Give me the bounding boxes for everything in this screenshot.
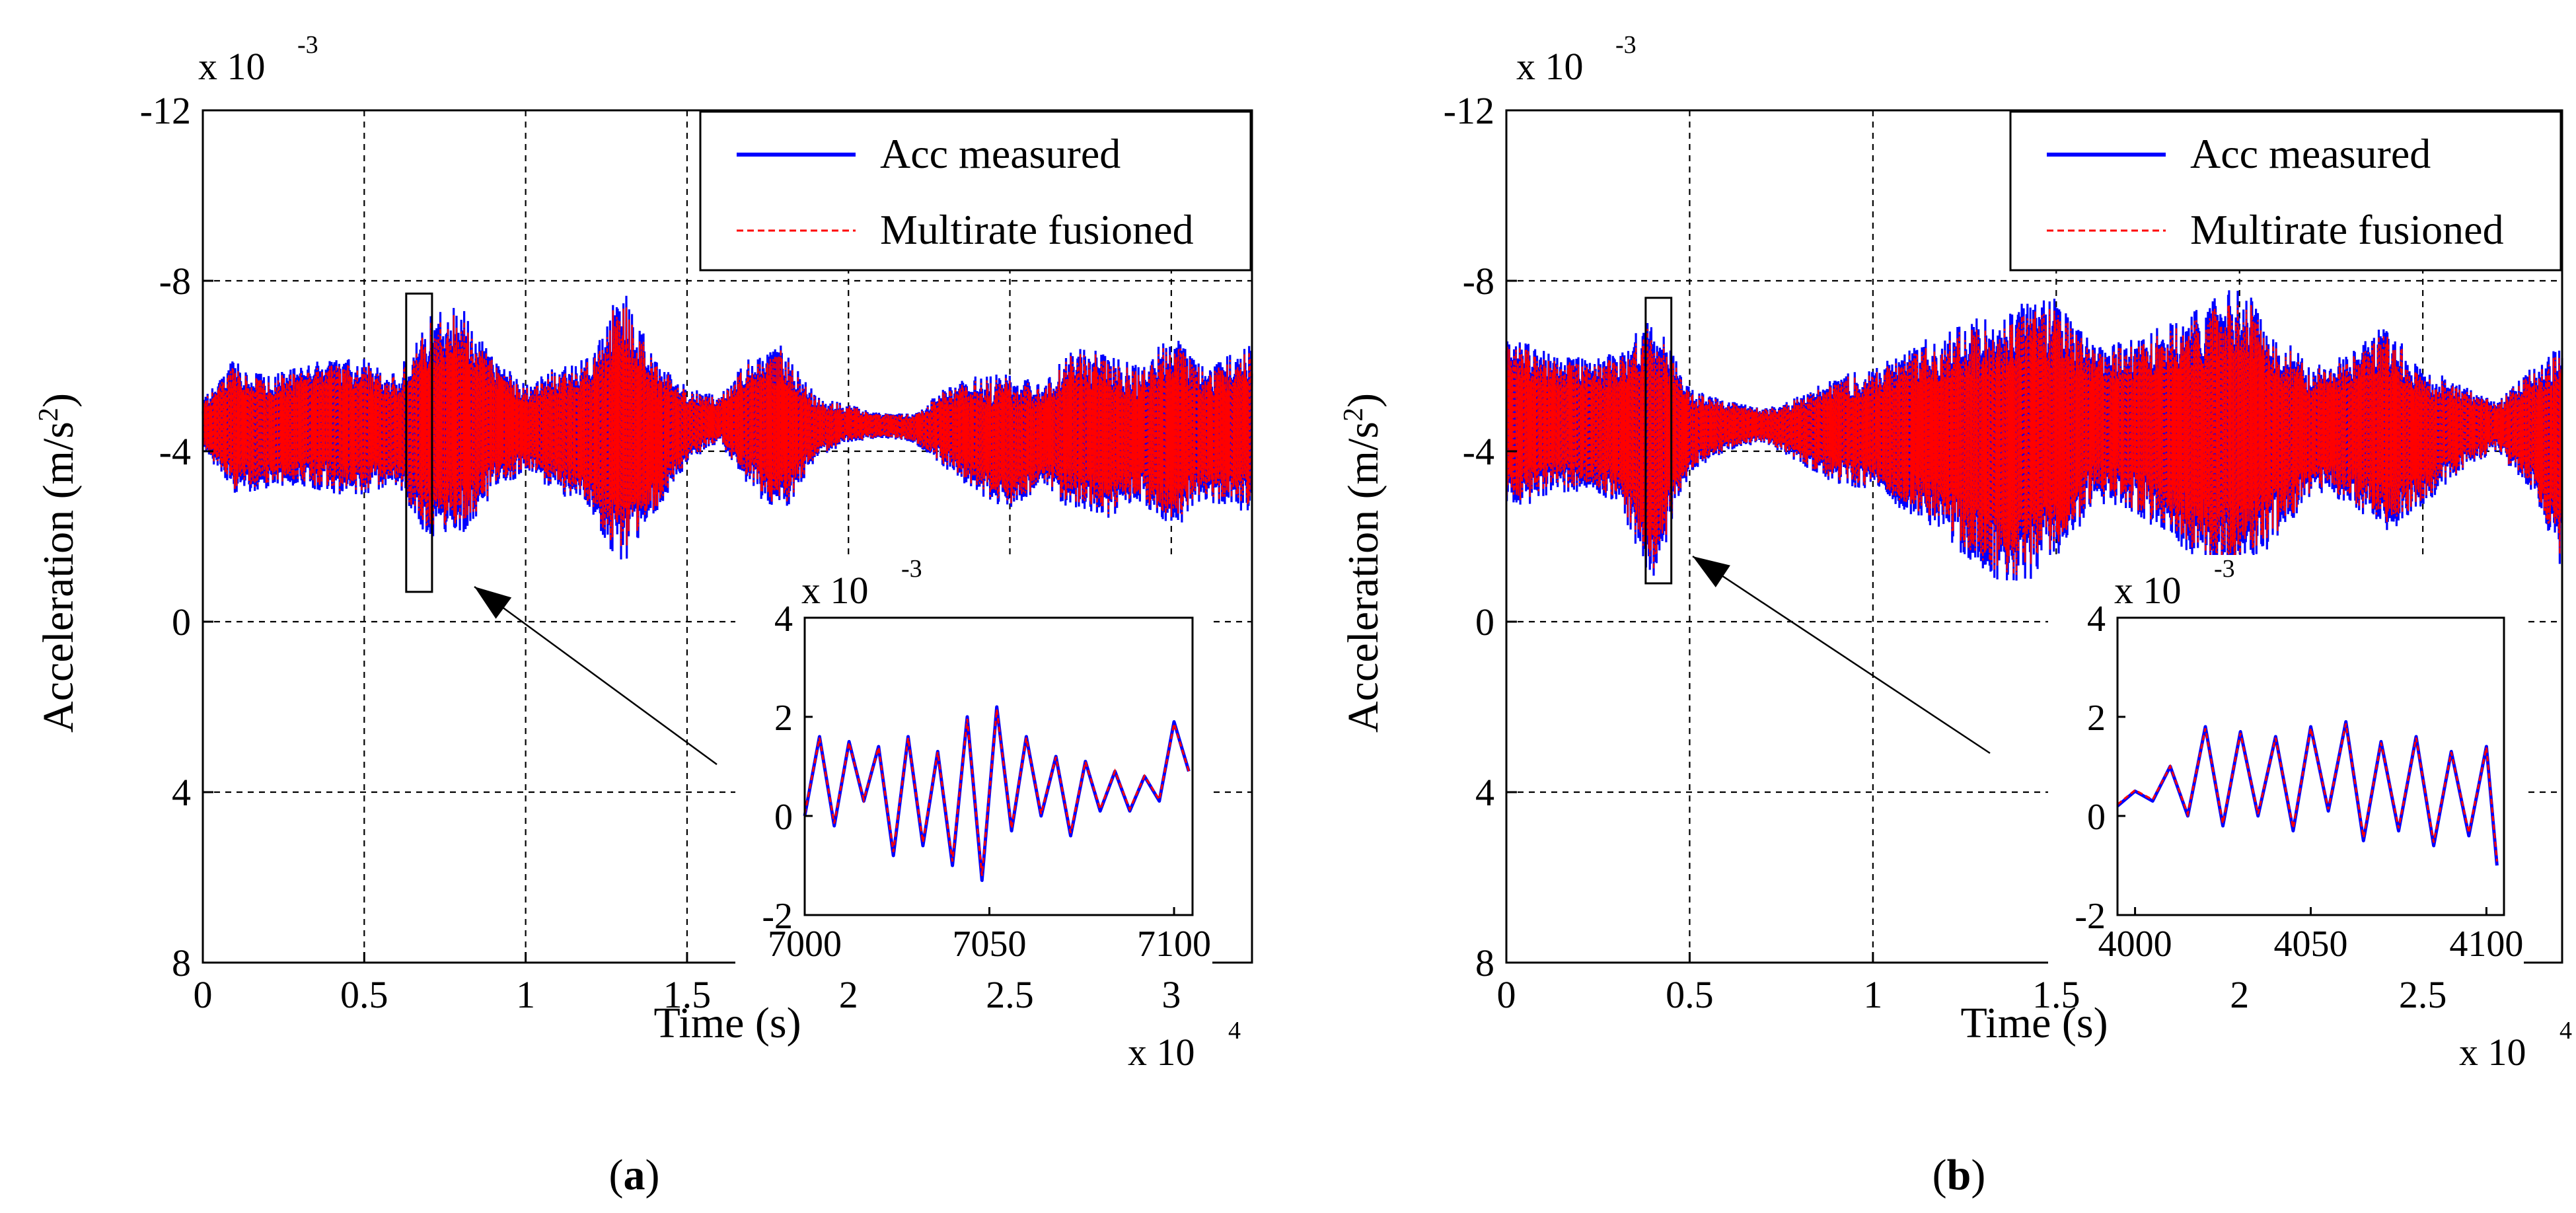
panel-label-close: ): [645, 1151, 660, 1199]
x-tick-label: 2: [839, 973, 858, 1016]
inset-x-tick-label: 7000: [768, 924, 842, 965]
inset-x-tick-label: 4050: [2274, 924, 2348, 965]
x-tick-label: 2.5: [986, 973, 1034, 1016]
y-axis-label-text: Acceleration (m/s: [1339, 422, 1387, 733]
y-tick-label: 0: [172, 601, 191, 643]
inset-background: [2048, 555, 2524, 968]
axes-frame: [202, 109, 1253, 964]
legend-label-fusioned: Multirate fusioned: [2190, 206, 2504, 253]
legend-label-fusioned: Multirate fusioned: [880, 206, 1194, 253]
panel-label: (b): [1932, 1151, 1986, 1199]
y-axis-label-text: Acceleration (m/s: [34, 422, 83, 733]
x-tick-label: 3: [1161, 973, 1181, 1016]
x-tick-label: 1.5: [663, 973, 712, 1016]
inset-exponent-label: x 10: [801, 569, 869, 612]
y-tick-label: 0: [1475, 601, 1494, 643]
y-tick-label: 8: [172, 941, 191, 984]
y-axis-label: Acceleration (m/s2): [1339, 393, 1387, 733]
y-exponent-power: -3: [297, 31, 318, 59]
inset-x-tick-label: 4000: [2098, 924, 2172, 965]
x-exponent-power: 4: [1228, 1017, 1241, 1045]
y-tick-label: -8: [159, 260, 191, 303]
y-axis-label: Acceleration (m/s2): [34, 393, 83, 733]
x-tick-label: 0: [194, 973, 213, 1016]
x-tick-label: 2.5: [2399, 973, 2447, 1016]
panel-label-letter: b: [1947, 1151, 1971, 1199]
y-tick-label: -12: [140, 89, 191, 132]
x-tick-label: 1: [1863, 973, 1882, 1016]
legend-box: [2009, 110, 2562, 272]
legend-box: [699, 110, 1252, 272]
inset-x-tick-label: 4100: [2449, 924, 2523, 965]
y-exponent-power: -3: [1615, 31, 1637, 59]
y-exponent-label: x 10: [1516, 45, 1584, 88]
legend-label-measured: Acc measured: [880, 130, 1121, 177]
x-tick-label: 1: [516, 973, 535, 1016]
series-multirate-fusioned: [202, 307, 1253, 546]
x-axis-label: Time (s): [653, 999, 801, 1047]
y-axis-label-close: ): [34, 393, 83, 408]
legend-label-measured: Acc measured: [2190, 130, 2431, 177]
zoom-arrow-line: [1692, 555, 1991, 754]
x-tick-label: 1.5: [2032, 973, 2080, 1016]
x-exponent-label: x 10: [2459, 1031, 2526, 1074]
y-tick-label: 8: [1475, 941, 1494, 984]
y-tick-label: -4: [1463, 430, 1494, 473]
panel-label-letter: a: [624, 1151, 645, 1199]
axes-frame: [1505, 109, 2563, 964]
inset-y-tick-label: 0: [774, 797, 793, 838]
y-exponent-label: x 10: [198, 45, 266, 88]
x-exponent-power: 4: [2559, 1017, 2572, 1045]
x-axis-label: Time (s): [1960, 999, 2108, 1047]
inset-y-tick-label: 2: [2087, 698, 2106, 739]
y-axis-label-close: ): [1339, 393, 1387, 408]
inset-y-tick-label: 2: [774, 698, 793, 739]
x-tick-label: 0: [1497, 973, 1516, 1016]
inset-frame: [803, 616, 1194, 916]
y-tick-label: 4: [1475, 771, 1494, 814]
zoom-arrow-line: [474, 585, 718, 766]
series-multirate-fusioned: [1505, 305, 2563, 575]
inset-x-tick-label: 7050: [953, 924, 1027, 965]
panel-label-close: ): [1971, 1151, 1985, 1199]
y-tick-label: -4: [159, 430, 191, 473]
zoom-arrow-head: [474, 587, 512, 619]
y-tick-label: -8: [1463, 260, 1494, 303]
zoom-region-box: [1644, 297, 1673, 585]
zoom-arrow-head: [1693, 556, 1730, 588]
panel-label: (a): [609, 1151, 660, 1199]
x-exponent-label: x 10: [1128, 1031, 1195, 1074]
y-axis-label-sup: 2: [34, 408, 64, 422]
y-axis-label-sup: 2: [1339, 408, 1369, 422]
inset-plot: x 10 -3 -2 0 2 4 7000 7050 7100: [735, 555, 1212, 968]
panel-label-open: (: [609, 1151, 624, 1199]
zoom-region-box: [405, 292, 433, 593]
y-tick-label: -12: [1444, 89, 1494, 132]
x-tick-label: 0.5: [340, 973, 388, 1016]
panel-label-open: (: [1932, 1151, 1947, 1199]
inset-x-tick-label: 7100: [1137, 924, 1211, 965]
inset-y-tick-label: -2: [2075, 896, 2106, 937]
inset-plot: x 10 -3 -2 0 2 4 4000 4050 4100: [2048, 555, 2524, 968]
inset-y-tick-label: 4: [774, 599, 793, 640]
x-tick-label: 2: [2230, 973, 2249, 1016]
inset-exponent-power: -3: [2214, 555, 2235, 583]
inset-series-fusioned: [2117, 723, 2498, 862]
inset-exponent-power: -3: [901, 555, 922, 583]
inset-y-tick-label: 4: [2087, 599, 2106, 640]
inset-y-tick-label: 0: [2087, 797, 2106, 838]
inset-exponent-label: x 10: [2114, 569, 2182, 612]
x-tick-label: 0.5: [1666, 973, 1714, 1016]
y-tick-label: 4: [172, 771, 191, 814]
inset-y-tick-label: -2: [762, 896, 793, 937]
